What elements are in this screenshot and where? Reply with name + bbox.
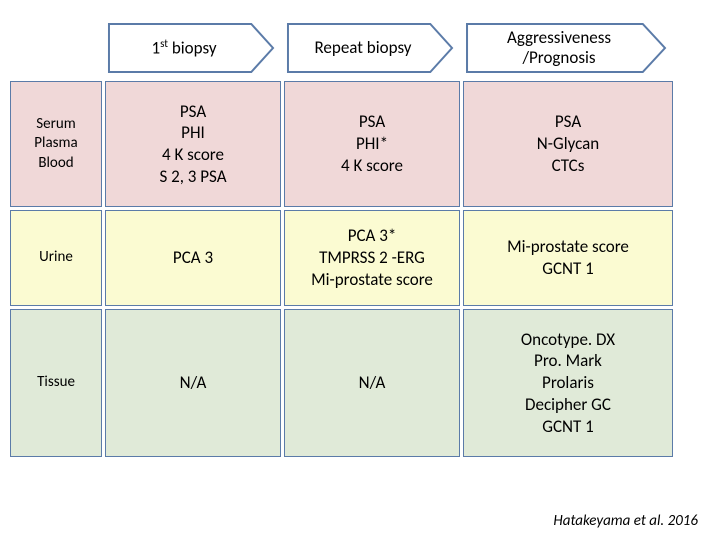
cell-urine-1stbiopsy: PCA 3 bbox=[105, 210, 281, 306]
corner-empty bbox=[10, 18, 102, 78]
cell-serum-1stbiopsy: PSAPHI4 K scoreS 2, 3 PSA bbox=[105, 81, 281, 207]
row-label-tissue: Tissue bbox=[10, 309, 102, 457]
col-header-1st-biopsy: 1st biopsy bbox=[105, 18, 281, 78]
cell-urine-aggressiveness: Mi-prostate scoreGCNT 1 bbox=[463, 210, 673, 306]
col-header-aggressiveness: Aggressiveness/Prognosis bbox=[463, 18, 673, 78]
cell-serum-repeat: PSAPHI*4 K score bbox=[284, 81, 460, 207]
col-header-label: Aggressiveness/Prognosis bbox=[507, 28, 611, 67]
citation: Hatakeyama et al. 2016 bbox=[553, 512, 698, 530]
cell-tissue-repeat: N/A bbox=[284, 309, 460, 457]
col-header-label: Repeat biopsy bbox=[315, 38, 412, 58]
row-label-urine: Urine bbox=[10, 210, 102, 306]
row-label-serum: SerumPlasmaBlood bbox=[10, 81, 102, 207]
biomarker-grid: 1st biopsy Repeat biopsy Aggressiveness/… bbox=[10, 18, 710, 457]
cell-tissue-aggressiveness: Oncotype. DXPro. MarkProlarisDecipher GC… bbox=[463, 309, 673, 457]
cell-serum-aggressiveness: PSAN-GlycanCTCs bbox=[463, 81, 673, 207]
col-header-label: 1st biopsy bbox=[151, 37, 216, 58]
cell-tissue-1stbiopsy: N/A bbox=[105, 309, 281, 457]
col-header-repeat-biopsy: Repeat biopsy bbox=[284, 18, 460, 78]
cell-urine-repeat: PCA 3*TMPRSS 2 -ERGMi-prostate score bbox=[284, 210, 460, 306]
